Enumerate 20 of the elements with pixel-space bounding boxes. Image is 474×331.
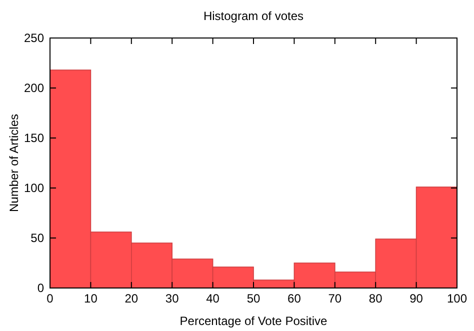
x-tick-label: 20	[124, 292, 138, 306]
chart-title: Histogram of votes	[203, 9, 304, 23]
x-tick-label: 40	[206, 292, 220, 306]
x-tick-label: 80	[368, 292, 383, 306]
x-tick-label: 60	[288, 292, 302, 306]
y-tick-label: 250	[24, 30, 44, 45]
x-tick-label: 0	[46, 292, 54, 306]
y-tick-label: 100	[24, 180, 44, 195]
x-tick-label: 30	[165, 292, 180, 306]
y-tick-label: 50	[30, 230, 44, 245]
y-tick-label: 0	[37, 280, 44, 295]
x-tick-label: 90	[410, 292, 424, 306]
y-tick-label: 200	[24, 80, 44, 95]
x-tick-label: 70	[328, 292, 342, 306]
x-tick-label: 50	[246, 292, 260, 306]
x-axis-title: Percentage of Vote Positive	[180, 314, 328, 328]
y-axis-title: Number of Articles	[7, 114, 21, 212]
x-tick-label: 100	[446, 292, 468, 306]
x-tick-label: 10	[84, 292, 98, 306]
y-tick-label: 150	[24, 130, 44, 145]
